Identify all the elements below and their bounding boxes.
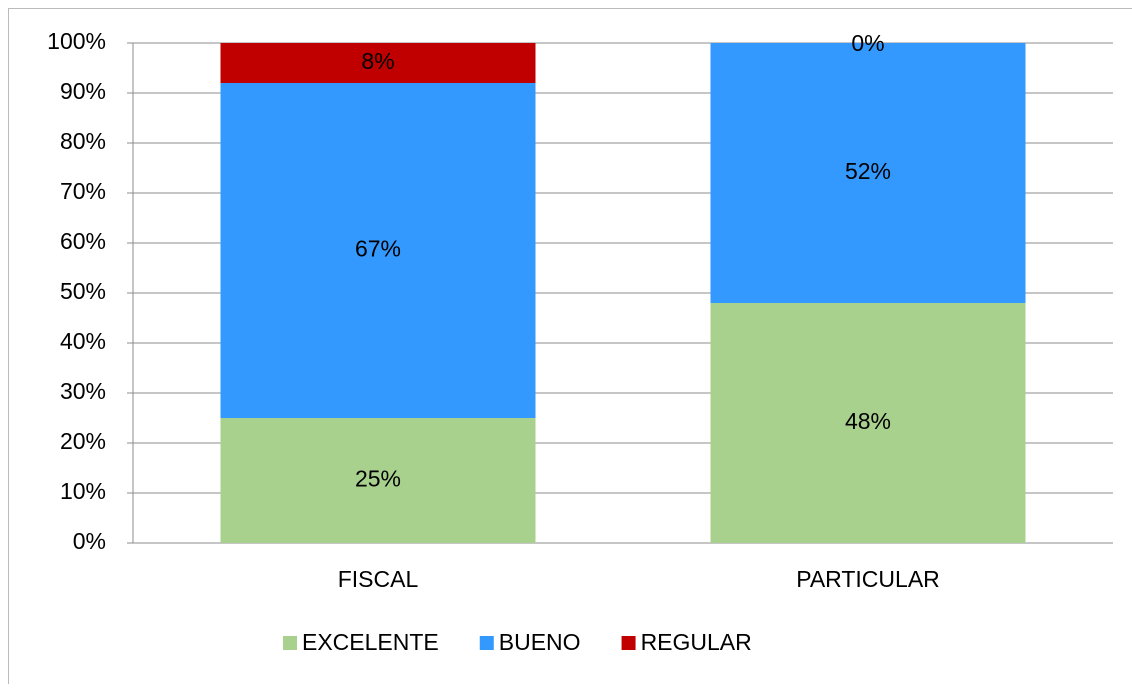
legend-swatch — [480, 636, 494, 650]
legend-swatch — [622, 636, 636, 650]
y-tick-label: 60% — [60, 228, 106, 254]
y-tick-label: 100% — [47, 28, 106, 54]
x-tick-label: FISCAL — [338, 566, 419, 592]
legend-label: REGULAR — [641, 629, 752, 655]
y-tick-label: 70% — [60, 178, 106, 204]
data-label: 67% — [355, 236, 401, 262]
x-tick-label: PARTICULAR — [796, 566, 940, 592]
y-tick-label: 20% — [60, 428, 106, 454]
data-label: 25% — [355, 466, 401, 492]
legend-label: BUENO — [499, 629, 581, 655]
data-label: 52% — [845, 158, 891, 184]
y-tick-label: 0% — [73, 528, 106, 554]
y-tick-label: 80% — [60, 128, 106, 154]
y-tick-label: 40% — [60, 328, 106, 354]
y-tick-label: 50% — [60, 278, 106, 304]
data-label: 0% — [851, 30, 884, 56]
y-tick-label: 30% — [60, 378, 106, 404]
data-label: 8% — [361, 48, 394, 74]
y-tick-label: 90% — [60, 78, 106, 104]
legend-swatch — [283, 636, 297, 650]
legend-label: EXCELENTE — [302, 629, 439, 655]
y-tick-label: 10% — [60, 478, 106, 504]
data-label: 48% — [845, 408, 891, 434]
